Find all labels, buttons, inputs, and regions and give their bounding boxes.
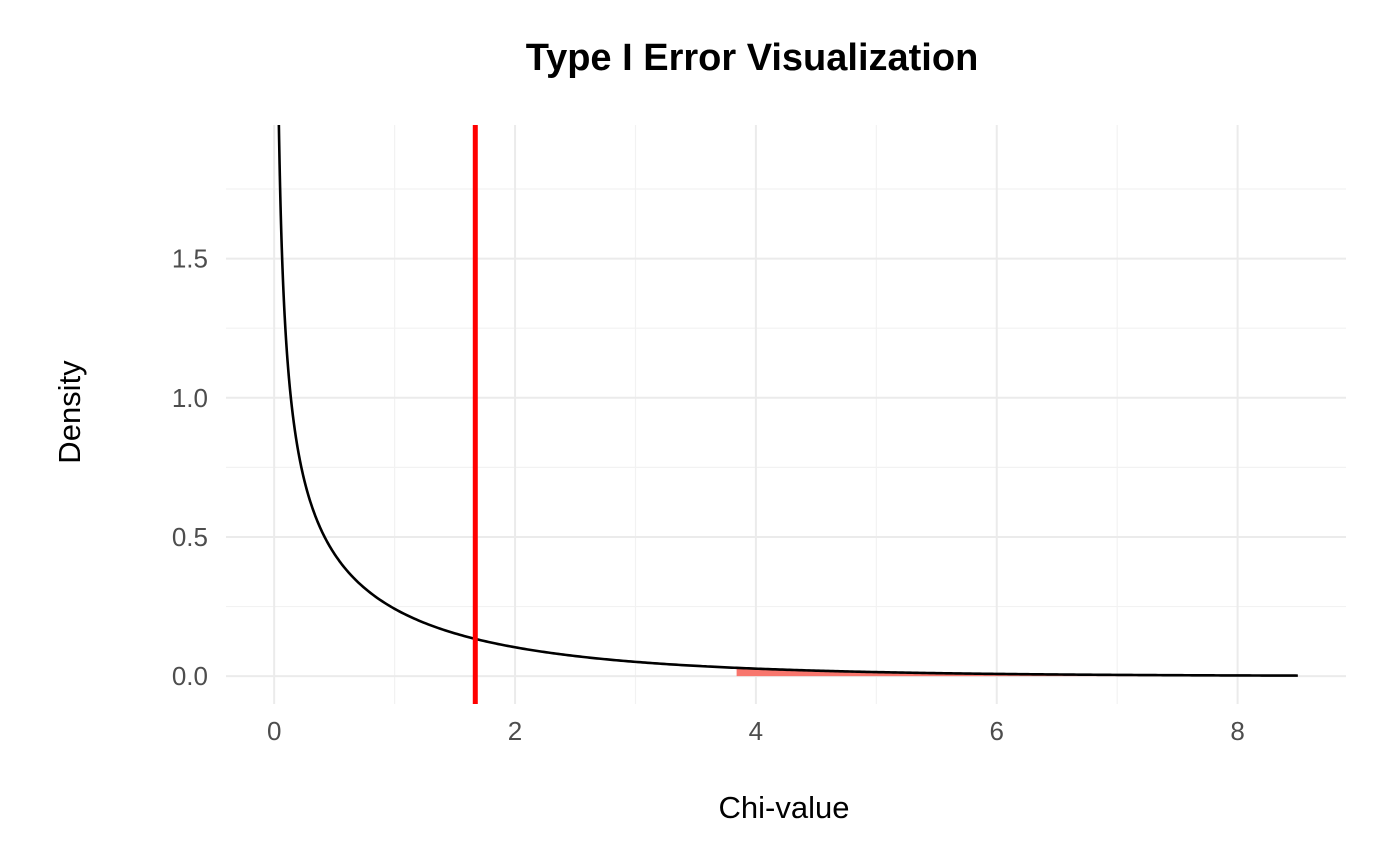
y-tick-label: 1.5: [172, 244, 208, 274]
x-tick-label: 6: [990, 716, 1004, 746]
density-curve: [277, 124, 1298, 677]
minor-gridlines: [226, 125, 1346, 704]
tick-labels: 0 2 4 6 8 0.0 0.5 1.0 1.5: [172, 244, 1245, 746]
major-gridlines: [226, 125, 1346, 704]
x-tick-label: 4: [749, 716, 763, 746]
rejection-region-area: [736, 667, 1298, 677]
x-tick-label: 0: [267, 716, 281, 746]
chart-marks: [277, 124, 1298, 704]
x-tick-label: 2: [508, 716, 522, 746]
x-axis-title: Chi-value: [719, 790, 850, 825]
y-axis-title: Density: [52, 360, 87, 464]
chart-title: Type I Error Visualization: [526, 37, 979, 79]
y-tick-label: 0.5: [172, 522, 208, 552]
y-tick-label: 1.0: [172, 383, 208, 413]
x-tick-label: 8: [1230, 716, 1244, 746]
y-tick-label: 0.0: [172, 661, 208, 691]
